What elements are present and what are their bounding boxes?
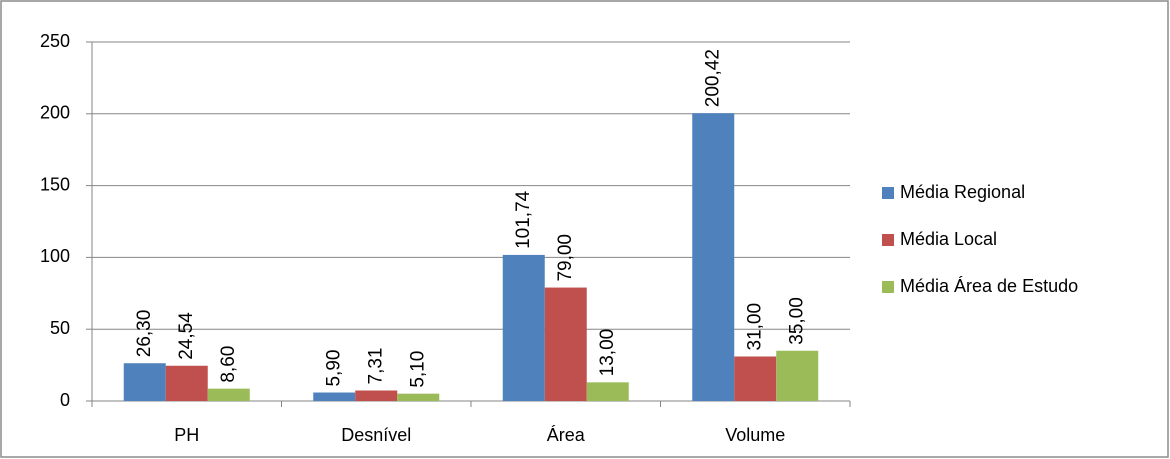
y-tick-label: 250 [40, 31, 70, 51]
legend-swatch [882, 234, 894, 246]
y-tick-label: 0 [60, 390, 70, 410]
x-tick-label: Volume [725, 425, 785, 445]
bar [692, 113, 735, 402]
bar [397, 393, 440, 401]
legend-label: Média Área de Estudo [900, 276, 1078, 296]
bar [313, 392, 356, 401]
legend-swatch [882, 281, 894, 293]
value-label: 35,00 [786, 297, 807, 345]
value-label: 101,74 [513, 190, 534, 249]
bar [502, 254, 545, 401]
value-label: 5,90 [323, 350, 344, 387]
x-tick-label: Área [547, 425, 586, 445]
bar [355, 390, 398, 401]
value-label: 200,42 [702, 49, 723, 107]
value-label: 24,54 [176, 312, 197, 360]
legend-label: Média Regional [900, 182, 1025, 202]
value-label: 13,00 [597, 329, 618, 377]
value-label: 26,30 [134, 310, 155, 358]
x-tick-label: PH [174, 425, 199, 445]
value-label: 7,31 [365, 348, 386, 385]
legend-swatch [882, 187, 894, 199]
x-tick-label: Desnível [341, 425, 411, 445]
y-tick-label: 150 [40, 174, 70, 194]
y-tick-label: 100 [40, 246, 70, 266]
value-label: 31,00 [744, 303, 765, 351]
bar [734, 356, 777, 401]
y-tick-label: 50 [50, 318, 70, 338]
bar [586, 382, 629, 401]
value-label: 79,00 [555, 234, 576, 282]
bar [165, 365, 208, 401]
value-label: 5,10 [407, 351, 428, 388]
y-tick-label: 200 [40, 103, 70, 123]
bar [544, 287, 587, 401]
bar [776, 350, 819, 401]
value-label: 8,60 [218, 346, 239, 383]
legend-label: Média Local [900, 229, 997, 249]
bar [207, 388, 250, 401]
bar [123, 363, 166, 401]
